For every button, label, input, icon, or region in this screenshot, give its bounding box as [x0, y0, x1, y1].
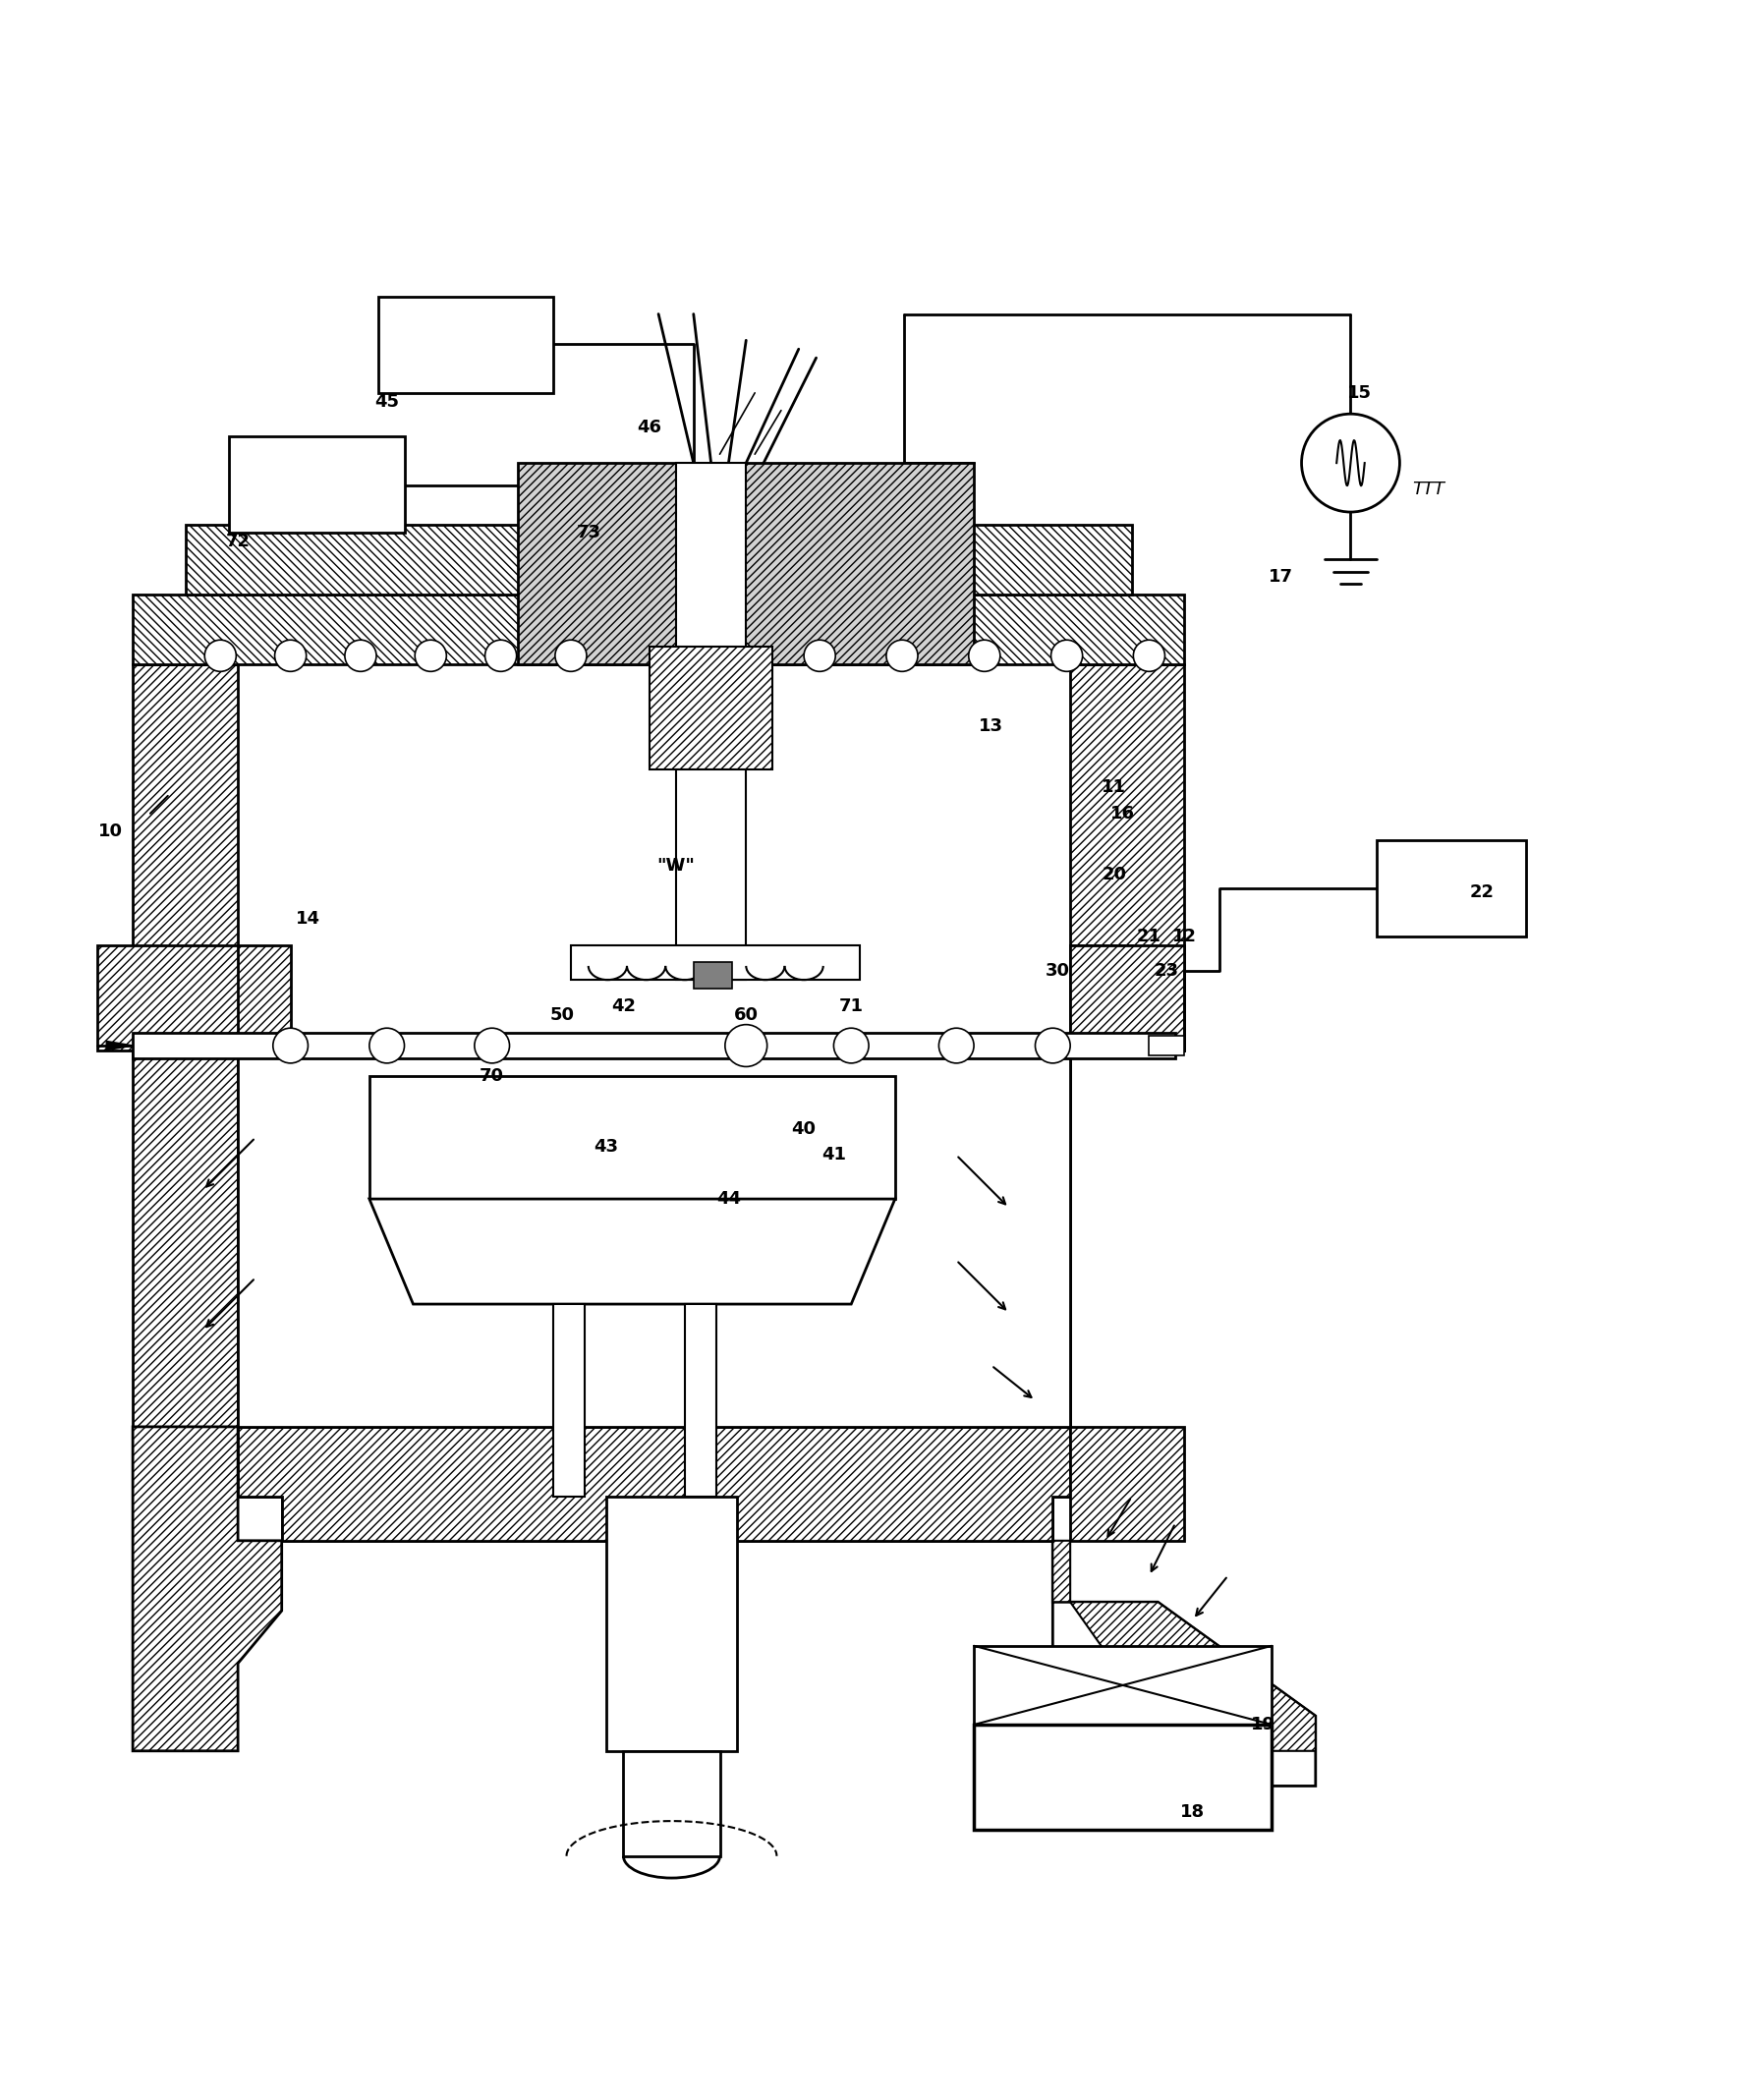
Bar — [623, 1751, 720, 1856]
Polygon shape — [1150, 1042, 1176, 1050]
Text: 42: 42 — [611, 997, 635, 1014]
Text: 40: 40 — [792, 1119, 816, 1138]
Bar — [239, 1050, 1071, 1426]
Text: 41: 41 — [821, 1147, 846, 1163]
Polygon shape — [107, 1042, 133, 1050]
Bar — [1150, 1035, 1185, 1056]
Polygon shape — [1071, 1426, 1185, 1541]
Text: 30: 30 — [1046, 962, 1071, 981]
Polygon shape — [98, 945, 239, 1050]
Text: 46: 46 — [637, 420, 662, 437]
Polygon shape — [518, 462, 974, 664]
Text: 11: 11 — [1102, 779, 1127, 796]
Text: 12: 12 — [1172, 928, 1197, 945]
Text: 17: 17 — [1269, 567, 1293, 586]
Text: "W": "W" — [656, 857, 695, 876]
Circle shape — [939, 1029, 974, 1063]
Text: 14: 14 — [297, 909, 321, 928]
Circle shape — [886, 640, 918, 672]
Circle shape — [274, 1029, 309, 1063]
Text: 72: 72 — [226, 533, 251, 550]
Circle shape — [1302, 414, 1400, 512]
Polygon shape — [133, 1426, 1071, 1541]
Polygon shape — [1053, 1541, 1316, 1751]
Bar — [133, 1033, 1176, 1058]
Bar — [974, 1646, 1272, 1724]
Polygon shape — [1053, 1541, 1316, 1785]
Bar — [553, 1304, 584, 1497]
Circle shape — [969, 640, 1000, 672]
Bar — [605, 1497, 737, 1751]
Bar — [684, 1304, 716, 1497]
Text: 16: 16 — [1111, 804, 1135, 823]
Polygon shape — [239, 1426, 1071, 1541]
Circle shape — [344, 640, 376, 672]
Bar — [1378, 840, 1525, 937]
Bar — [974, 1724, 1272, 1829]
Circle shape — [484, 640, 516, 672]
Polygon shape — [1071, 945, 1185, 1050]
Bar — [676, 462, 746, 664]
Text: 21: 21 — [1137, 928, 1162, 945]
Bar — [230, 437, 404, 533]
Bar — [676, 769, 746, 981]
Polygon shape — [186, 525, 1132, 594]
Text: $\mathit{TTT}$: $\mathit{TTT}$ — [1411, 481, 1448, 498]
Text: 45: 45 — [374, 393, 398, 409]
Text: 43: 43 — [593, 1138, 618, 1155]
Circle shape — [474, 1029, 509, 1063]
Polygon shape — [570, 945, 860, 981]
Text: 23: 23 — [1155, 962, 1179, 981]
Polygon shape — [369, 1199, 895, 1304]
Text: 71: 71 — [839, 997, 863, 1014]
Polygon shape — [133, 1426, 283, 1751]
Bar — [377, 296, 553, 393]
Circle shape — [834, 1029, 869, 1063]
Circle shape — [1035, 1029, 1071, 1063]
Text: 18: 18 — [1181, 1804, 1206, 1821]
Text: 13: 13 — [979, 716, 1004, 735]
Circle shape — [1134, 640, 1165, 672]
Circle shape — [804, 640, 835, 672]
Circle shape — [414, 640, 446, 672]
Circle shape — [725, 1025, 767, 1067]
Text: 22: 22 — [1469, 884, 1494, 901]
Bar — [649, 647, 772, 769]
Circle shape — [276, 640, 307, 672]
Polygon shape — [1071, 664, 1185, 1426]
Polygon shape — [133, 594, 1185, 664]
Circle shape — [1051, 640, 1083, 672]
Text: 10: 10 — [98, 821, 123, 840]
Text: 70: 70 — [479, 1067, 504, 1086]
Circle shape — [205, 640, 237, 672]
Text: 73: 73 — [576, 525, 600, 542]
Circle shape — [555, 640, 586, 672]
Text: 50: 50 — [549, 1006, 574, 1025]
Text: 15: 15 — [1348, 384, 1372, 401]
Circle shape — [369, 1029, 404, 1063]
Text: 20: 20 — [1102, 865, 1127, 884]
Circle shape — [721, 640, 753, 672]
Text: 19: 19 — [1251, 1716, 1276, 1732]
Text: 44: 44 — [716, 1191, 741, 1207]
Text: 60: 60 — [734, 1006, 758, 1025]
Bar — [693, 962, 732, 989]
Bar — [369, 1077, 895, 1199]
Polygon shape — [133, 664, 291, 1426]
